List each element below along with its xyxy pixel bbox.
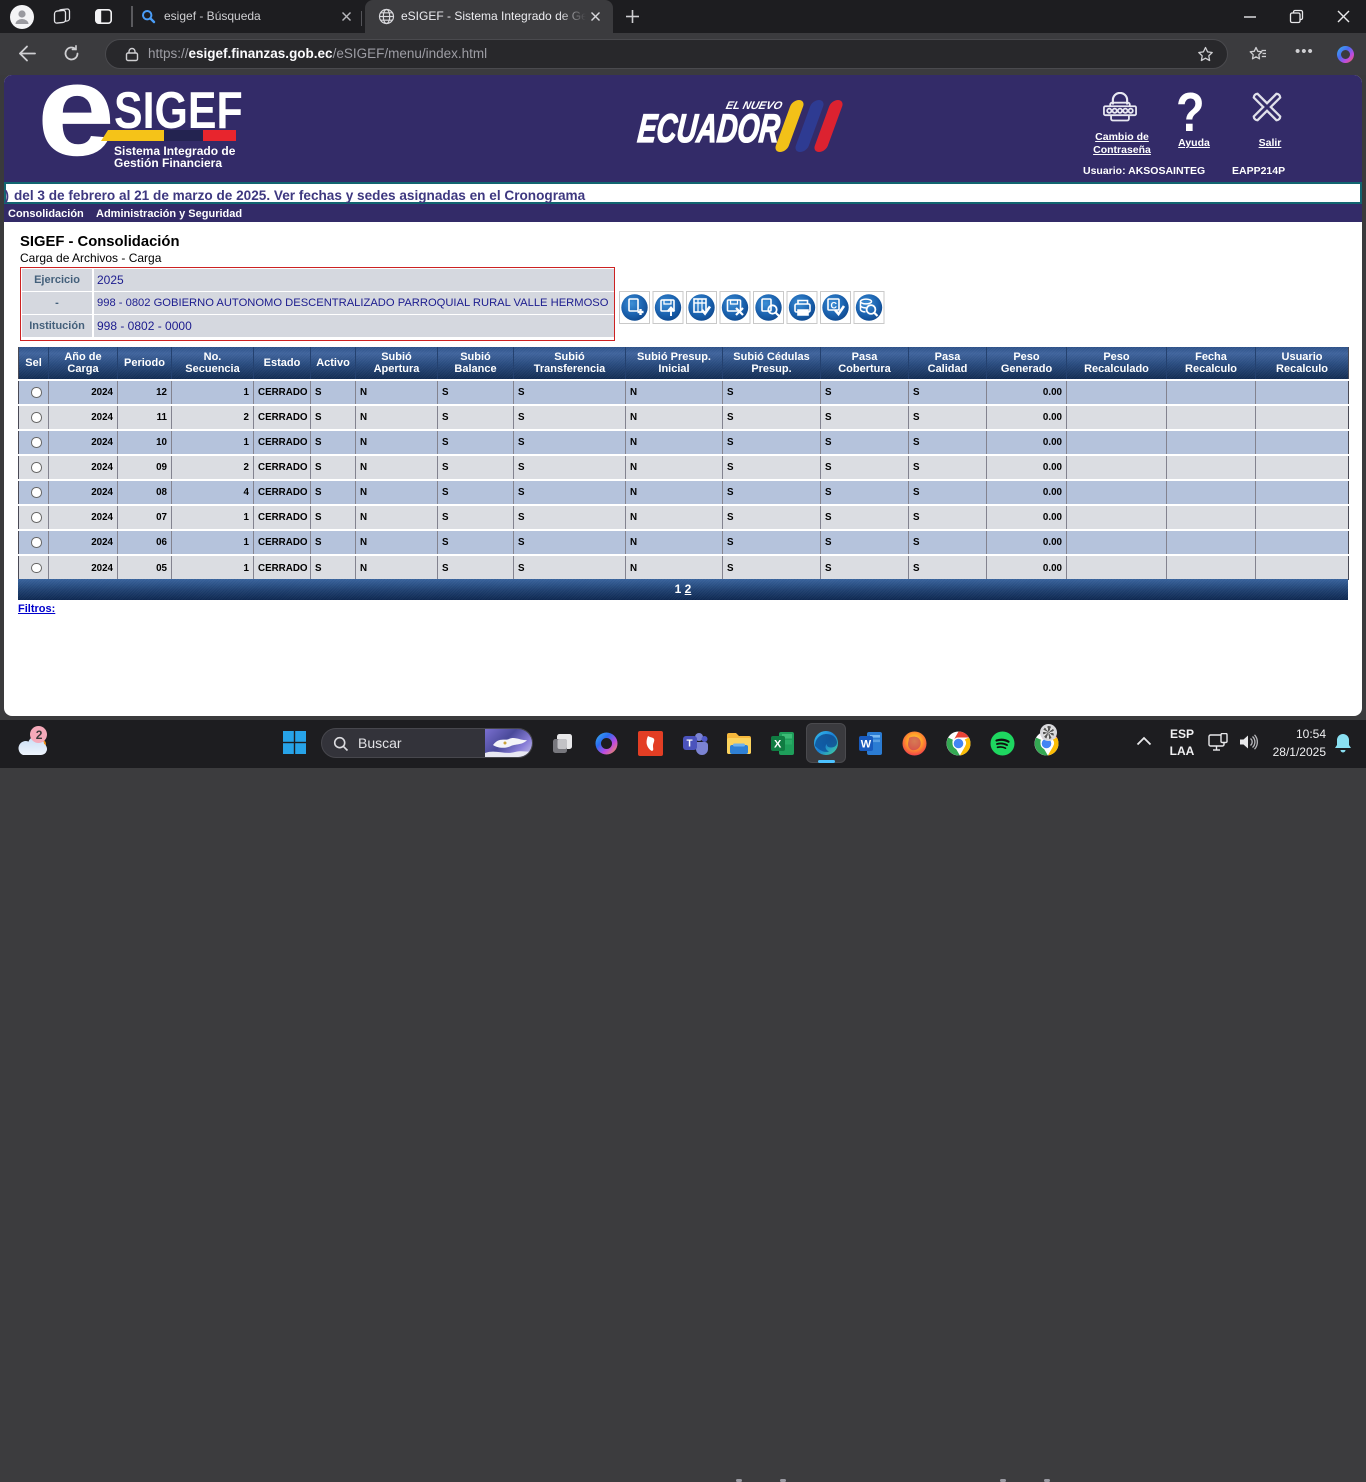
svg-text:W: W (861, 739, 872, 751)
svg-text:C: C (831, 301, 838, 311)
svg-text:T: T (687, 739, 693, 750)
svg-text:2: 2 (36, 728, 43, 742)
svg-text:X: X (774, 739, 782, 751)
